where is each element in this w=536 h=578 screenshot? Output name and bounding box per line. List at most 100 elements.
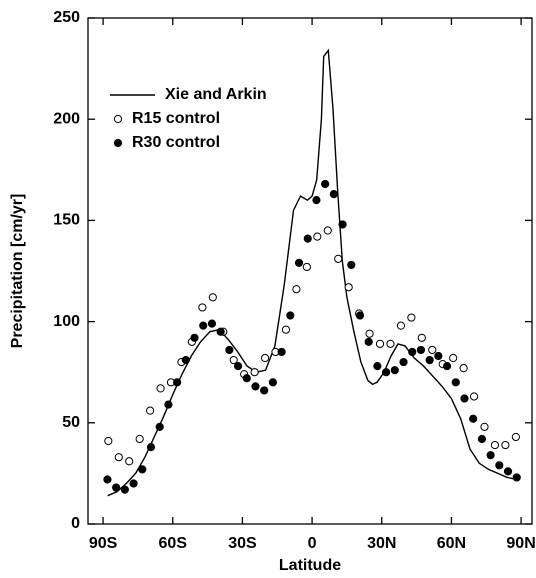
data-point (229, 355, 238, 365)
data-point (216, 327, 225, 336)
data-point (416, 345, 426, 355)
data-point (338, 220, 347, 229)
data-point (207, 319, 217, 328)
data-point (344, 283, 353, 292)
data-point (277, 347, 286, 357)
data-point (451, 378, 460, 387)
legend-label: R15 control (132, 110, 220, 127)
data-point (303, 234, 312, 243)
x-tick-label: 60S (159, 535, 188, 552)
data-point (199, 321, 208, 330)
x-tick-label: 90N (506, 535, 535, 552)
data-point (442, 362, 452, 371)
data-point (347, 260, 356, 270)
data-point (386, 339, 395, 348)
data-point (417, 333, 426, 342)
data-point (155, 422, 164, 431)
data-point (233, 362, 243, 371)
y-tick-label: 200 (53, 110, 80, 127)
data-point (511, 432, 520, 442)
data-point (425, 355, 434, 365)
data-point (138, 465, 147, 474)
data-point (501, 440, 510, 450)
data-point (469, 392, 479, 401)
legend-label: R30 control (132, 134, 220, 151)
data-point (460, 394, 469, 403)
data-point (373, 362, 382, 371)
data-point (490, 440, 500, 450)
data-point (120, 485, 129, 494)
data-point (208, 293, 217, 302)
data-point (250, 368, 259, 377)
data-point (477, 434, 486, 444)
x-tick-label: 60N (437, 535, 466, 552)
data-point (323, 226, 332, 235)
data-point (313, 232, 322, 241)
data-point (449, 353, 458, 363)
legend-swatch (113, 138, 123, 148)
data-point (390, 366, 399, 375)
data-point (382, 368, 391, 377)
data-point (469, 414, 478, 423)
data-point (396, 321, 406, 330)
data-point (312, 196, 321, 205)
data-point (173, 378, 182, 387)
data-point (260, 386, 269, 395)
y-tick-label: 150 (53, 212, 80, 229)
data-point (281, 325, 291, 334)
data-point (408, 347, 417, 357)
data-point (268, 378, 278, 387)
data-point (399, 357, 408, 367)
plot-frame (87, 17, 533, 525)
data-point (181, 355, 190, 365)
data-point (135, 434, 144, 444)
data-point (225, 345, 234, 355)
data-point (251, 382, 260, 391)
data-point (365, 329, 374, 338)
data-point (294, 258, 304, 268)
x-tick-label: 90S (89, 535, 118, 552)
data-point (334, 254, 343, 263)
data-point (503, 467, 513, 476)
data-point (286, 311, 295, 320)
data-point (190, 333, 199, 342)
data-point (164, 400, 173, 409)
data-point (156, 384, 165, 393)
data-point (260, 353, 270, 363)
data-point (512, 473, 521, 482)
data-point (146, 442, 156, 452)
data-point (103, 475, 112, 484)
x-tick-label: 0 (308, 535, 317, 552)
data-point (292, 285, 301, 294)
data-point (375, 339, 385, 348)
legend-label: Xie and Arkin (165, 86, 267, 103)
y-axis-label: Precipitation [cm/yr] (9, 194, 26, 349)
data-point (302, 262, 311, 272)
data-point (480, 422, 489, 431)
data-point (129, 479, 138, 488)
data-point (242, 374, 251, 383)
y-tick-label: 50 (62, 414, 80, 431)
x-tick-label: 30S (228, 535, 257, 552)
data-point (486, 451, 495, 460)
data-point (364, 337, 373, 346)
y-tick-label: 250 (53, 9, 80, 26)
data-point (321, 179, 330, 189)
data-point (114, 453, 123, 462)
data-point (198, 303, 207, 312)
y-tick-label: 0 (71, 515, 80, 532)
data-point (125, 457, 134, 466)
data-point (112, 483, 121, 492)
data-point (104, 436, 113, 446)
y-tick-label: 100 (53, 313, 80, 330)
data-point (434, 351, 443, 361)
data-point (428, 345, 437, 355)
data-point (329, 189, 338, 199)
data-point (407, 313, 416, 322)
data-point (459, 364, 468, 373)
data-point (355, 311, 365, 320)
legend-swatch (113, 114, 123, 124)
data-point (495, 461, 504, 470)
